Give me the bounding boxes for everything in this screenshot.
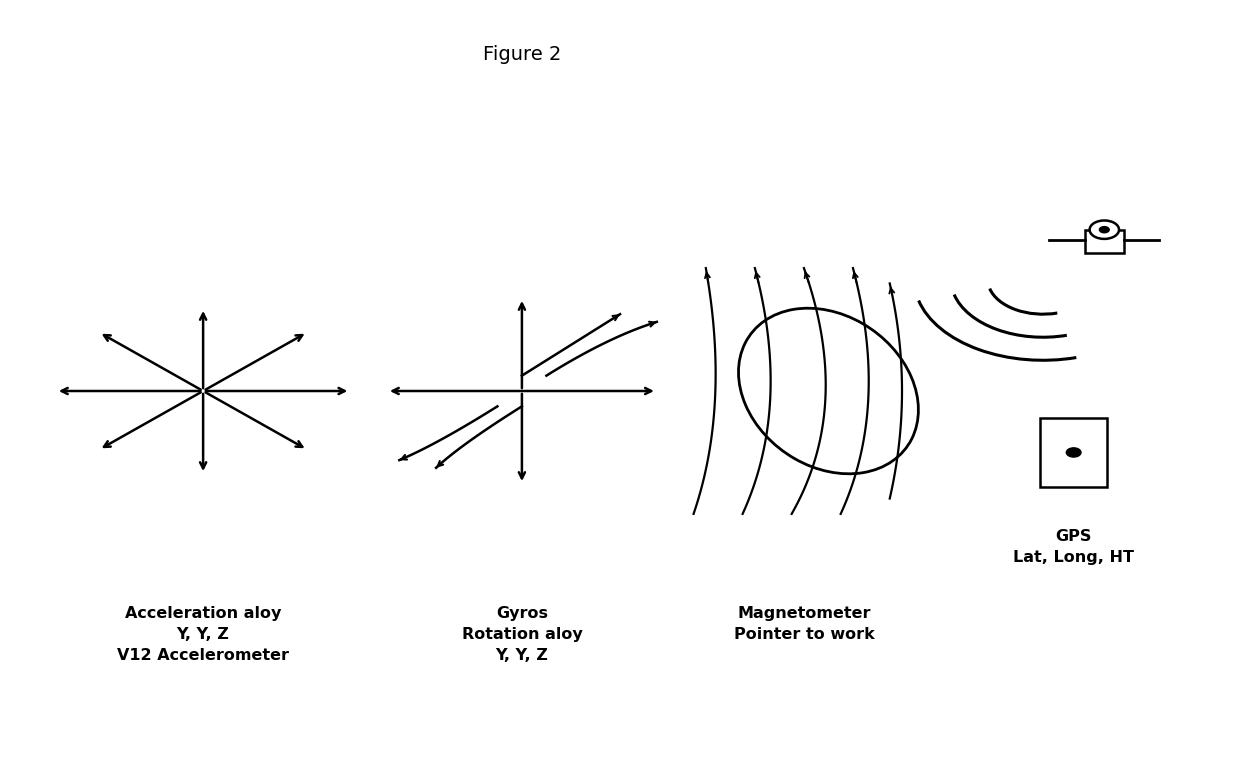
Text: Magnetometer
Pointer to work: Magnetometer Pointer to work xyxy=(734,606,874,642)
Text: GPS
Lat, Long, HT: GPS Lat, Long, HT xyxy=(1013,529,1135,565)
Text: Gyros
Rotation aloy
Y, Y, Z: Gyros Rotation aloy Y, Y, Z xyxy=(461,606,583,663)
Circle shape xyxy=(1090,221,1118,239)
Circle shape xyxy=(1100,227,1110,233)
FancyBboxPatch shape xyxy=(1085,230,1123,253)
Text: Acceleration aloy
Y, Y, Z
V12 Accelerometer: Acceleration aloy Y, Y, Z V12 Accelerome… xyxy=(117,606,289,663)
Circle shape xyxy=(1066,448,1081,457)
Text: Figure 2: Figure 2 xyxy=(482,45,560,64)
